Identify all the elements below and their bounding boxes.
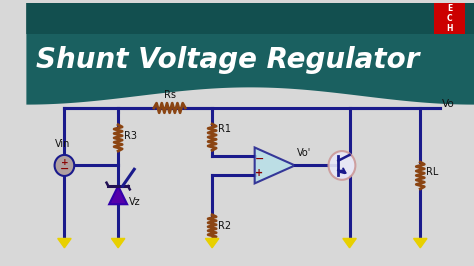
- Text: −: −: [60, 164, 69, 174]
- Text: E
C
H: E C H: [446, 3, 453, 33]
- Text: R3: R3: [124, 131, 137, 141]
- Polygon shape: [414, 238, 427, 248]
- Text: −: −: [255, 154, 264, 164]
- FancyBboxPatch shape: [434, 3, 465, 34]
- Polygon shape: [58, 238, 71, 248]
- Polygon shape: [109, 186, 127, 204]
- Polygon shape: [205, 238, 219, 248]
- Text: R1: R1: [218, 124, 230, 134]
- Text: R2: R2: [218, 221, 231, 231]
- Polygon shape: [343, 238, 356, 248]
- Text: Vo': Vo': [297, 148, 311, 158]
- Polygon shape: [111, 238, 125, 248]
- Circle shape: [328, 151, 356, 180]
- Text: Rs: Rs: [164, 90, 176, 100]
- Text: Vz: Vz: [128, 197, 140, 207]
- Text: +: +: [255, 168, 263, 178]
- Text: Vo: Vo: [442, 99, 455, 109]
- Text: +: +: [61, 157, 68, 167]
- Text: Shunt Voltage Regulator: Shunt Voltage Regulator: [36, 46, 419, 74]
- Polygon shape: [255, 147, 295, 183]
- Text: Vin: Vin: [55, 139, 70, 149]
- Polygon shape: [27, 3, 474, 105]
- Text: RL: RL: [426, 167, 438, 177]
- FancyBboxPatch shape: [27, 3, 474, 34]
- Circle shape: [55, 155, 74, 176]
